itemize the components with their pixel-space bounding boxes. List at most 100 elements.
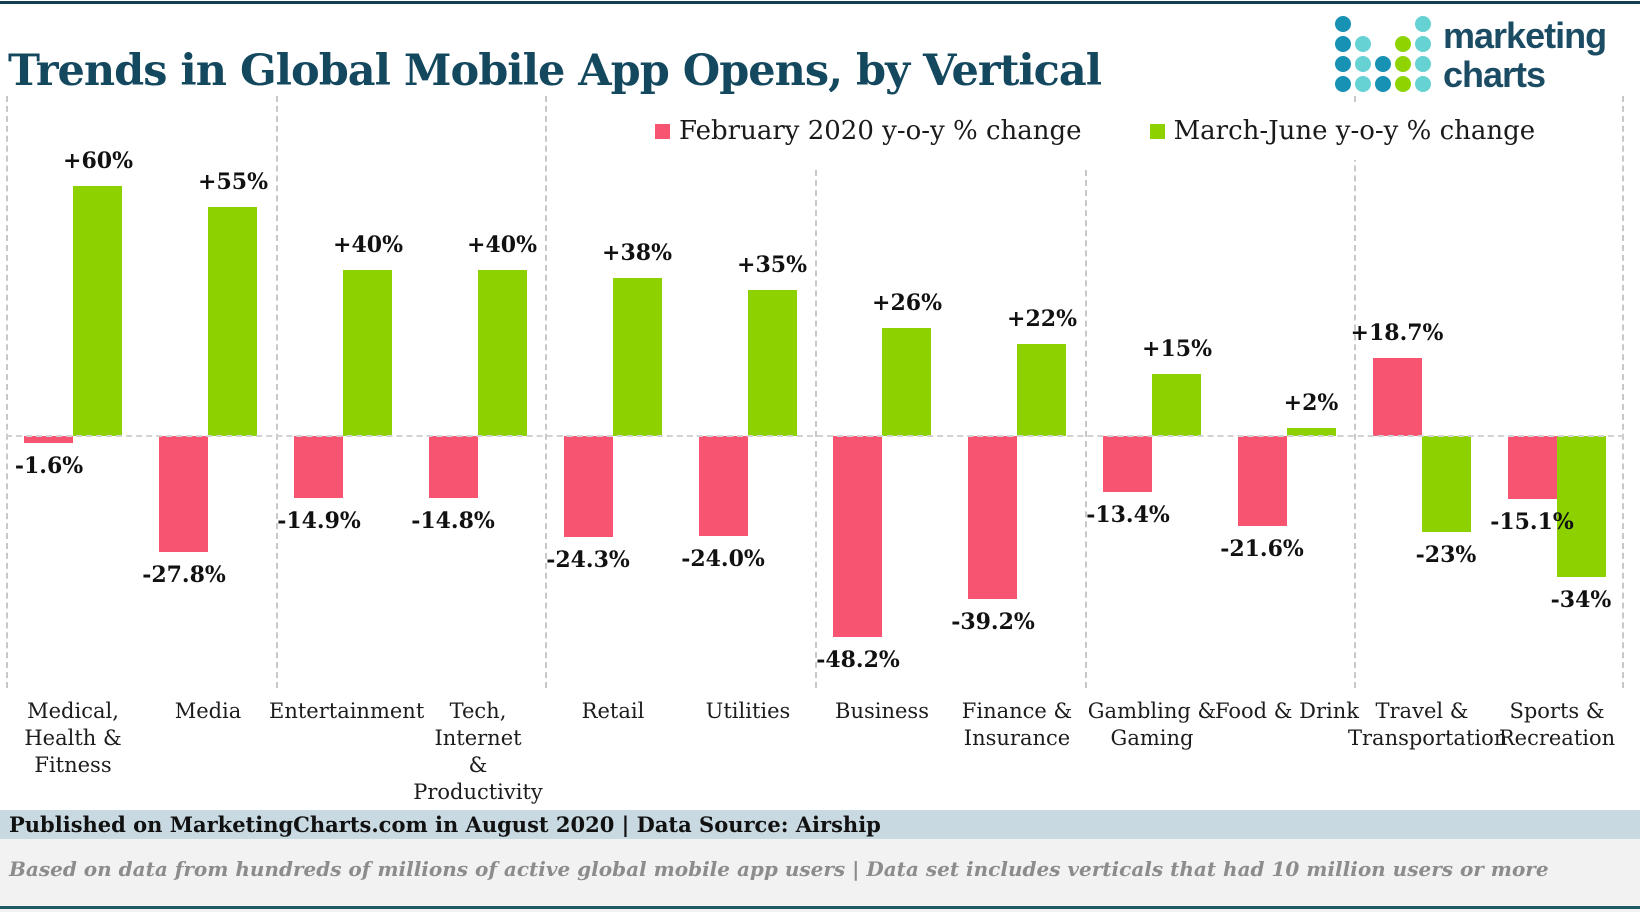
value-label: +40% <box>333 232 403 258</box>
category-label-5: Utilities <box>705 699 791 723</box>
value-label: -48.2% <box>816 647 900 673</box>
category-label-2: Entertainment <box>269 699 425 723</box>
value-label: +15% <box>1142 336 1212 362</box>
bar-series1-9 <box>1287 428 1336 436</box>
value-label: -23% <box>1415 542 1477 568</box>
bar-series1-0 <box>73 186 122 436</box>
value-label: +40% <box>467 232 537 258</box>
logo-dot-icon <box>1415 36 1431 52</box>
bar-series1-11 <box>1557 436 1606 577</box>
bar-series0-3 <box>429 436 478 498</box>
zero-baseline <box>6 435 1624 437</box>
group-separator-line <box>1622 96 1624 688</box>
value-label: -13.4% <box>1086 502 1170 528</box>
top-rule <box>0 1 1640 4</box>
bar-series1-5 <box>748 290 797 436</box>
logo-dot-icon <box>1375 56 1391 72</box>
logo-dot-icon <box>1395 76 1411 92</box>
logo-dot-icon <box>1415 16 1431 32</box>
category-axis: Medical, Health & Fitness Media Entertainm… <box>6 698 1624 804</box>
category-label-9: Food & Drink <box>1214 699 1360 723</box>
logo-dot-icon <box>1355 76 1371 92</box>
marketingcharts-logo: marketing charts <box>1335 15 1607 95</box>
bar-series0-9 <box>1238 436 1287 526</box>
bar-series0-7 <box>968 436 1017 599</box>
bar-series1-7 <box>1017 344 1066 436</box>
bar-series1-3 <box>478 270 527 436</box>
group-separator-line <box>1085 170 1087 688</box>
value-label: +55% <box>198 169 268 195</box>
legend-swatch-icon <box>655 123 670 139</box>
legend-label: February 2020 y-o-y % change <box>679 116 1082 146</box>
logo-dot-icon <box>1335 76 1351 92</box>
legend-label: March-June y-o-y % change <box>1173 116 1536 146</box>
logo-dot-spacer <box>1375 16 1391 32</box>
logo-dot-icon <box>1355 36 1371 52</box>
logo-dot-icon <box>1375 76 1391 92</box>
bar-series0-10 <box>1373 358 1422 436</box>
footer-note-text: Based on data from hundreds of millions … <box>9 857 1549 881</box>
footer-published-bar: Published on MarketingCharts.com in Augu… <box>0 810 1640 839</box>
group-separator-line <box>815 170 817 688</box>
logo-dot-spacer <box>1355 16 1371 32</box>
legend-item-0: February 2020 y-o-y % change <box>655 116 1082 146</box>
bar-series0-6 <box>833 436 882 637</box>
logo-word-line2: charts <box>1443 54 1546 95</box>
bar-series0-2 <box>294 436 343 498</box>
bar-series1-6 <box>882 328 931 436</box>
chart-plot: -1.6% +60% -27.8% +55% -14.9% +40% -14.8% +40% -… <box>6 96 1624 688</box>
group-separator-line <box>276 96 278 688</box>
category-label-0: Medical, Health & Fitness <box>24 699 122 777</box>
bar-series0-5 <box>699 436 748 536</box>
value-label: +22% <box>1007 306 1077 332</box>
bar-series0-4 <box>564 436 613 537</box>
category-label-3: Tech, Internet & Productivity <box>413 699 543 804</box>
value-label: -14.9% <box>277 508 361 534</box>
footer-published-text: Published on MarketingCharts.com in Augu… <box>9 812 881 837</box>
bar-series0-11 <box>1508 436 1557 499</box>
bar-series1-10 <box>1422 436 1471 532</box>
bar-series1-4 <box>613 278 662 436</box>
value-label: -39.2% <box>951 609 1035 635</box>
value-label: +2% <box>1283 390 1339 416</box>
legend-item-1: March-June y-o-y % change <box>1149 116 1536 146</box>
logo-dot-icon <box>1395 36 1411 52</box>
value-label: +26% <box>872 290 942 316</box>
logo-dot-icon <box>1355 56 1371 72</box>
page-title: Trends in Global Mobile App Opens, by Ve… <box>8 45 1102 96</box>
footer-note-bar: Based on data from hundreds of millions … <box>0 839 1640 912</box>
category-label-11: Sports & Recreation <box>1498 699 1616 750</box>
value-label: -15.1% <box>1490 509 1574 535</box>
logo-dots-icon <box>1335 16 1431 92</box>
logo-dot-icon <box>1395 56 1411 72</box>
logo-dot-icon <box>1335 36 1351 52</box>
bar-series0-0 <box>24 436 73 443</box>
value-label: +38% <box>602 240 672 266</box>
group-separator-line <box>1354 96 1356 688</box>
category-label-6: Business <box>835 699 929 723</box>
value-label: -27.8% <box>142 562 226 588</box>
bar-series1-1 <box>208 207 257 436</box>
logo-word-line1: marketing <box>1443 15 1607 56</box>
bar-series0-1 <box>159 436 208 552</box>
group-separator-line <box>6 96 8 688</box>
value-label: +60% <box>63 148 133 174</box>
legend-swatch-icon <box>1149 123 1165 139</box>
bottom-rule <box>0 906 1640 909</box>
category-label-7: Finance & Insurance <box>961 699 1073 750</box>
logo-dot-icon <box>1415 76 1431 92</box>
value-label: -34% <box>1550 587 1612 613</box>
category-label-1: Media <box>174 699 242 723</box>
value-label: +35% <box>737 252 807 278</box>
chart-legend: February 2020 y-o-y % change March-June y… <box>645 102 1546 160</box>
bar-series0-8 <box>1103 436 1152 492</box>
value-label: -24.3% <box>546 547 630 573</box>
category-label-8: Gambling & Gaming <box>1087 699 1217 750</box>
bar-series1-8 <box>1152 374 1201 436</box>
value-label: -21.6% <box>1220 536 1304 562</box>
logo-wordmark: marketing charts <box>1443 15 1607 95</box>
category-label-10: Travel & Transportation <box>1348 699 1508 750</box>
logo-dot-spacer <box>1375 36 1391 52</box>
value-label: -24.0% <box>681 546 765 572</box>
